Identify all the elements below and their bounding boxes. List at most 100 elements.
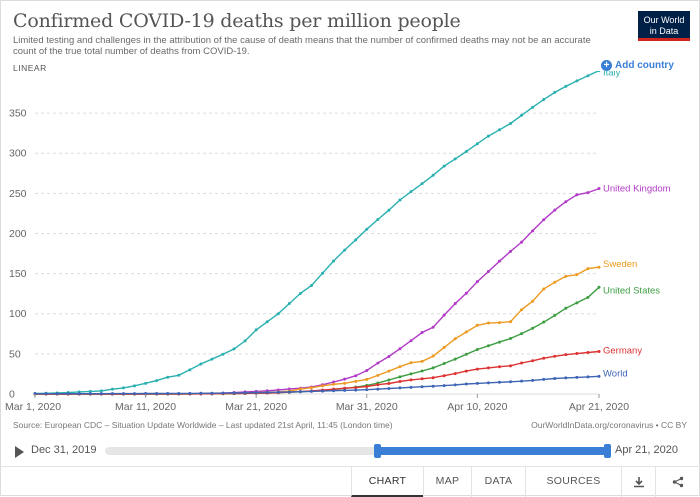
data-point[interactable]	[542, 98, 546, 102]
data-point[interactable]	[486, 381, 490, 385]
data-point[interactable]	[387, 208, 391, 212]
data-point[interactable]	[497, 259, 501, 263]
data-point[interactable]	[486, 321, 490, 325]
series-label[interactable]: Germany	[603, 345, 642, 356]
data-point[interactable]	[564, 353, 568, 357]
series-line[interactable]	[35, 187, 600, 395]
data-point[interactable]	[442, 374, 446, 378]
data-point[interactable]	[110, 392, 114, 396]
data-point[interactable]	[564, 376, 568, 380]
data-point[interactable]	[453, 157, 457, 161]
timeline-selected-range[interactable]	[377, 447, 608, 455]
play-icon[interactable]	[15, 446, 24, 458]
data-point[interactable]	[520, 332, 524, 336]
data-point[interactable]	[486, 270, 490, 274]
data-point[interactable]	[254, 328, 258, 332]
data-point[interactable]	[309, 283, 313, 287]
data-point[interactable]	[332, 259, 336, 263]
data-point[interactable]	[509, 121, 513, 125]
data-point[interactable]	[177, 373, 181, 377]
data-point[interactable]	[520, 379, 524, 383]
data-point[interactable]	[376, 373, 380, 377]
data-point[interactable]	[442, 313, 446, 317]
data-point[interactable]	[232, 347, 236, 351]
data-point[interactable]	[564, 84, 568, 88]
data-point[interactable]	[376, 218, 380, 222]
data-point[interactable]	[221, 391, 225, 395]
data-point[interactable]	[298, 387, 302, 391]
data-point[interactable]	[597, 349, 601, 353]
data-point[interactable]	[542, 320, 546, 324]
data-point[interactable]	[531, 229, 535, 233]
data-point[interactable]	[431, 173, 435, 177]
data-point[interactable]	[442, 164, 446, 168]
data-point[interactable]	[387, 386, 391, 390]
data-point[interactable]	[586, 191, 590, 195]
data-point[interactable]	[542, 218, 546, 222]
data-point[interactable]	[486, 134, 490, 138]
data-point[interactable]	[442, 345, 446, 349]
data-point[interactable]	[332, 382, 336, 386]
data-point[interactable]	[166, 375, 170, 379]
data-point[interactable]	[464, 369, 468, 373]
data-point[interactable]	[409, 378, 413, 382]
data-point[interactable]	[166, 391, 170, 395]
data-point[interactable]	[409, 385, 413, 389]
data-point[interactable]	[365, 377, 369, 381]
data-point[interactable]	[387, 378, 391, 382]
series-label[interactable]: United Kingdom	[603, 184, 671, 195]
data-point[interactable]	[475, 323, 479, 327]
data-point[interactable]	[265, 320, 269, 324]
data-point[interactable]	[597, 187, 601, 191]
data-point[interactable]	[298, 291, 302, 295]
data-point[interactable]	[155, 392, 159, 396]
data-point[interactable]	[398, 347, 402, 351]
data-point[interactable]	[343, 386, 347, 390]
data-point[interactable]	[287, 387, 291, 391]
data-point[interactable]	[442, 362, 446, 366]
series-line[interactable]	[34, 71, 600, 395]
data-point[interactable]	[564, 200, 568, 204]
data-point[interactable]	[243, 339, 247, 343]
data-point[interactable]	[365, 384, 369, 388]
data-point[interactable]	[343, 377, 347, 381]
data-point[interactable]	[44, 392, 48, 396]
data-point[interactable]	[354, 374, 358, 378]
data-point[interactable]	[121, 392, 125, 396]
data-point[interactable]	[287, 390, 291, 394]
data-point[interactable]	[442, 384, 446, 388]
data-point[interactable]	[144, 381, 148, 385]
series-line[interactable]	[35, 286, 600, 395]
data-point[interactable]	[332, 380, 336, 384]
data-point[interactable]	[431, 384, 435, 388]
data-point[interactable]	[376, 361, 380, 365]
timeline-end-handle[interactable]	[604, 444, 611, 458]
data-point[interactable]	[409, 372, 413, 376]
data-point[interactable]	[464, 352, 468, 356]
data-point[interactable]	[586, 351, 590, 355]
data-point[interactable]	[464, 291, 468, 295]
series-line[interactable]	[35, 350, 600, 395]
data-point[interactable]	[199, 391, 203, 395]
data-point[interactable]	[531, 359, 535, 363]
data-point[interactable]	[597, 285, 601, 289]
data-point[interactable]	[497, 321, 501, 325]
data-point[interactable]	[420, 182, 424, 186]
data-point[interactable]	[309, 389, 313, 393]
download-icon[interactable]	[621, 467, 655, 497]
data-point[interactable]	[354, 379, 358, 383]
data-point[interactable]	[464, 149, 468, 153]
data-point[interactable]	[309, 386, 313, 390]
share-icon[interactable]	[655, 467, 699, 497]
data-point[interactable]	[564, 274, 568, 278]
data-point[interactable]	[475, 142, 479, 146]
data-point[interactable]	[321, 389, 325, 393]
data-point[interactable]	[520, 361, 524, 365]
data-point[interactable]	[66, 392, 70, 396]
data-point[interactable]	[343, 248, 347, 252]
data-point[interactable]	[177, 391, 181, 395]
data-point[interactable]	[475, 347, 479, 351]
data-point[interactable]	[387, 381, 391, 385]
data-point[interactable]	[431, 354, 435, 358]
data-point[interactable]	[77, 392, 81, 396]
